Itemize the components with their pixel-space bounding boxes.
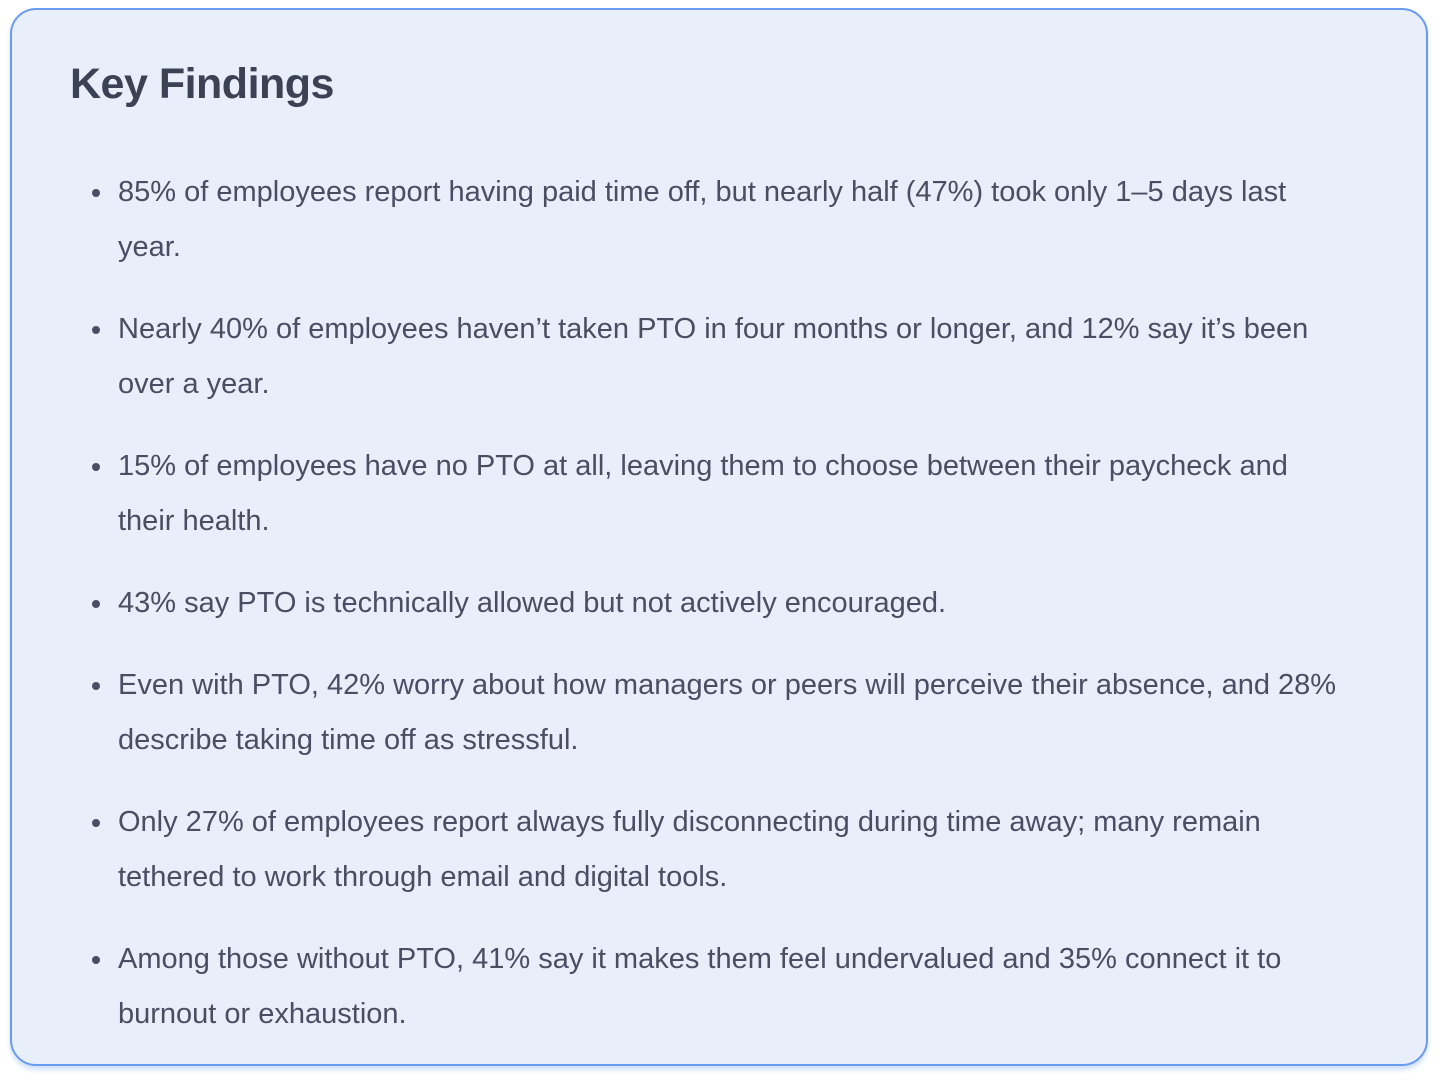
finding-text: Only 27% of employees report always full… [118, 806, 1261, 893]
bullet-icon [92, 819, 100, 827]
bullet-icon [92, 189, 100, 197]
list-item: Even with PTO, 42% worry about how manag… [70, 658, 1340, 768]
list-item: Only 27% of employees report always full… [70, 795, 1340, 905]
list-item: Among those without PTO, 41% say it make… [70, 932, 1340, 1042]
finding-text: 15% of employees have no PTO at all, lea… [118, 450, 1288, 537]
bullet-icon [92, 956, 100, 964]
finding-text: Even with PTO, 42% worry about how manag… [118, 669, 1337, 756]
finding-text: Nearly 40% of employees haven’t taken PT… [118, 313, 1309, 400]
finding-text: Among those without PTO, 41% say it make… [118, 943, 1282, 1030]
finding-text: 43% say PTO is technically allowed but n… [118, 587, 947, 619]
key-findings-card: Key Findings 85% of employees report hav… [10, 8, 1428, 1066]
list-item: 43% say PTO is technically allowed but n… [70, 576, 1340, 631]
findings-list: 85% of employees report having paid time… [70, 165, 1368, 1042]
bullet-icon [92, 463, 100, 471]
card-title: Key Findings [70, 60, 334, 108]
list-item: 15% of employees have no PTO at all, lea… [70, 439, 1340, 549]
list-item: 85% of employees report having paid time… [70, 165, 1340, 275]
finding-text: 85% of employees report having paid time… [118, 176, 1287, 263]
list-item: Nearly 40% of employees haven’t taken PT… [70, 302, 1340, 412]
bullet-icon [92, 600, 100, 608]
bullet-icon [92, 326, 100, 334]
bullet-icon [92, 682, 100, 690]
